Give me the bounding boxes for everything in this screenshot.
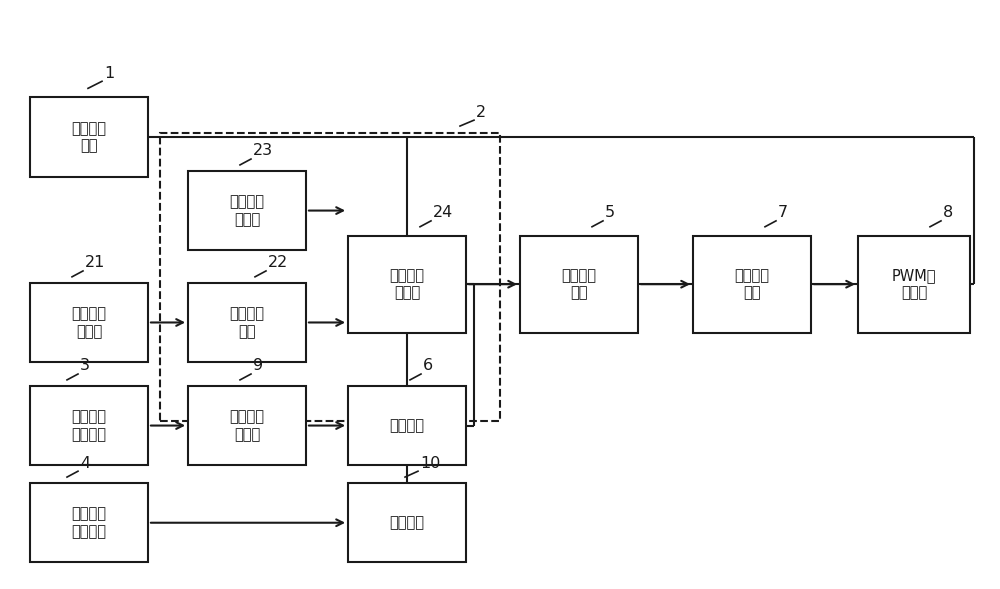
Text: PWM控
制单元: PWM控 制单元 <box>892 268 936 300</box>
Text: 第一比较
器单元: 第一比较 器单元 <box>390 268 424 300</box>
Text: 9: 9 <box>253 359 263 373</box>
Text: 21: 21 <box>85 256 105 270</box>
Text: 24: 24 <box>433 206 453 220</box>
Text: 第二比较
器单元: 第二比较 器单元 <box>230 409 264 442</box>
Text: 电压给定
单元: 电压给定 单元 <box>72 121 106 153</box>
Text: 2: 2 <box>476 105 486 120</box>
Text: 焊机电压
取样单元: 焊机电压 取样单元 <box>72 409 106 442</box>
Bar <box>160 133 500 421</box>
Text: 3: 3 <box>80 359 90 373</box>
Bar <box>693 236 811 333</box>
Bar <box>188 283 306 362</box>
Bar <box>348 236 466 333</box>
Bar <box>858 236 970 333</box>
Text: 22: 22 <box>268 256 288 270</box>
Text: 频率调节
单元: 频率调节 单元 <box>230 306 264 339</box>
Text: 4: 4 <box>80 456 90 471</box>
Text: 单向导通
单元: 单向导通 单元 <box>562 268 596 300</box>
Bar <box>520 236 638 333</box>
Text: 开关单元: 开关单元 <box>390 418 424 433</box>
Text: 占空比调
节单元: 占空比调 节单元 <box>230 194 264 227</box>
Bar <box>30 483 148 562</box>
Bar <box>348 386 466 465</box>
Text: 8: 8 <box>943 206 953 220</box>
Text: 焊机电流
取样单元: 焊机电流 取样单元 <box>72 507 106 539</box>
Bar <box>30 97 148 177</box>
Bar <box>188 171 306 250</box>
Text: 7: 7 <box>778 206 788 220</box>
Text: 1: 1 <box>104 66 114 81</box>
Text: 6: 6 <box>423 359 433 373</box>
Bar <box>188 386 306 465</box>
Text: 10: 10 <box>420 456 440 471</box>
Bar <box>30 386 148 465</box>
Text: 5: 5 <box>605 206 615 220</box>
Text: 23: 23 <box>253 144 273 158</box>
Text: 运算放大
单元: 运算放大 单元 <box>734 268 770 300</box>
Text: 滤波单元: 滤波单元 <box>390 515 424 530</box>
Bar <box>348 483 466 562</box>
Bar <box>30 283 148 362</box>
Text: 锯齿波发
生单元: 锯齿波发 生单元 <box>72 306 106 339</box>
